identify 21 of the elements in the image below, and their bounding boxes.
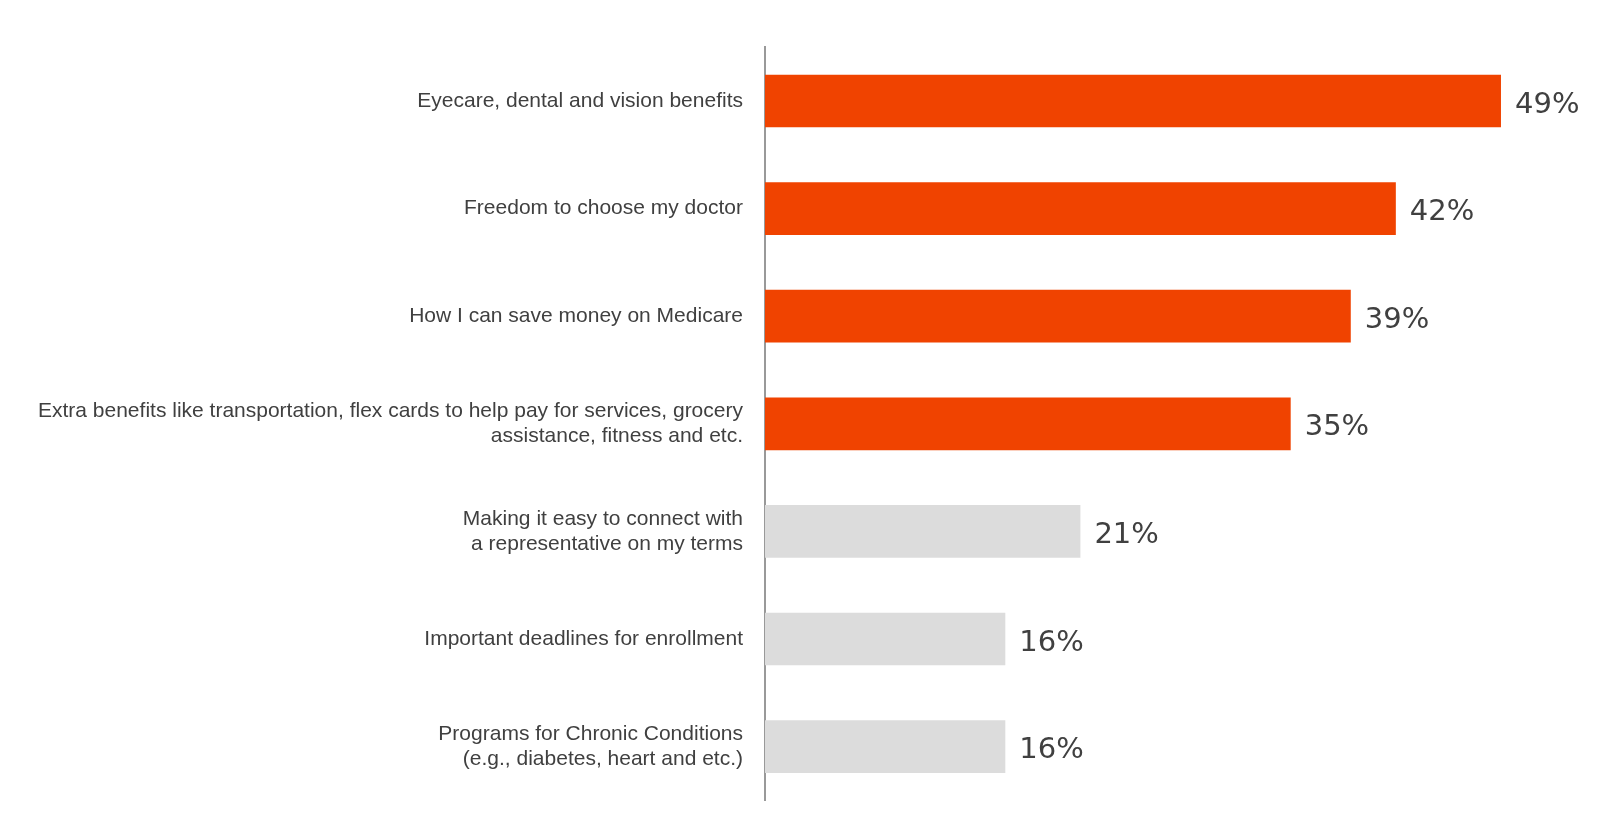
bar — [764, 612, 1006, 666]
bar — [764, 720, 1006, 773]
y-tick-label: Eyecare, dental and vision benefits — [417, 87, 743, 111]
y-tick-label: Freedom to choose my doctor — [464, 195, 743, 219]
bar — [764, 74, 1501, 128]
data-label: 42% — [1409, 193, 1475, 228]
y-tick-label: Programs for Chronic Conditions (e.g., diabetes, heart and etc.) — [438, 720, 743, 769]
data-label: 49% — [1514, 85, 1580, 120]
data-label: 16% — [1019, 623, 1084, 658]
data-label: 16% — [1019, 731, 1084, 766]
y-tick-label: Extra benefits like transportation, flex cards to help pay for services, grocery assistance, fitness and etc. — [37, 398, 744, 447]
bar — [764, 397, 1291, 451]
y-tick-label: Making it easy to connect with a representative on my terms — [462, 505, 743, 554]
y-tick-label: Important deadlines for enrollment — [424, 625, 744, 649]
bar — [764, 182, 1396, 235]
bar — [764, 289, 1351, 343]
y-tick-label: How I can save money on Medicare — [409, 303, 743, 326]
bar — [764, 505, 1081, 558]
data-label: 35% — [1304, 408, 1370, 443]
data-label: 39% — [1364, 300, 1430, 335]
data-label: 21% — [1094, 515, 1159, 550]
